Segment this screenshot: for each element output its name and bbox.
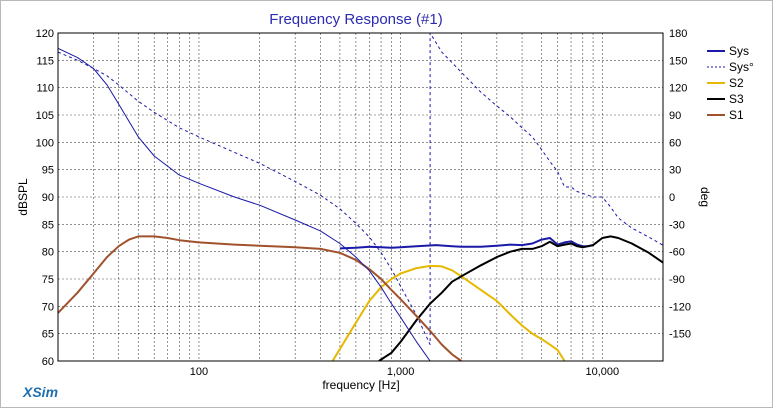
y-left-tick-label: 105: [36, 110, 54, 122]
y-right-tick-label: 30: [669, 165, 681, 177]
legend-label: S2: [729, 76, 744, 90]
axis-ticks: 60 65 70 75 80 85 90 95 100 105 110 115 120 -150 -120 -…: [36, 28, 691, 378]
y-right-tick-label: -120: [669, 301, 691, 313]
y-right-tick-label: -150: [669, 329, 691, 341]
series-line-sys: [339, 237, 594, 250]
y-right-tick-label: -60: [669, 247, 685, 259]
series-lines: [58, 33, 663, 361]
y-right-tick-label: 0: [669, 192, 675, 204]
x-tick-label: 10,000: [585, 366, 619, 378]
y-axis-label-left: dBSPL: [16, 178, 30, 216]
y-right-tick-label: -90: [669, 274, 685, 286]
y-left-tick-label: 70: [42, 301, 54, 313]
legend-label: S1: [729, 108, 744, 122]
chart-title: Frequency Response (#1): [269, 11, 442, 28]
x-tick-label: 1,000: [387, 366, 415, 378]
y-left-tick-label: 60: [42, 356, 54, 368]
y-left-tick-label: 100: [36, 137, 54, 149]
y-left-tick-label: 115: [36, 55, 54, 67]
series-line-s1: [58, 235, 462, 361]
legend-label: Sys: [729, 44, 749, 58]
y-right-tick-label: 60: [669, 137, 681, 149]
y-left-tick-label: 110: [36, 83, 54, 95]
y-right-tick-label: -30: [669, 219, 685, 231]
plot-frame: [57, 32, 664, 362]
y-left-tick-label: 120: [36, 28, 54, 40]
series-line-s3: [378, 235, 663, 361]
x-tick-label: 100: [190, 366, 208, 378]
legend-label: S3: [729, 92, 744, 106]
plot-area: [57, 32, 664, 362]
y-left-tick-label: 95: [42, 165, 54, 177]
y-right-tick-label: 90: [669, 110, 681, 122]
legend: Sys Sys° S2 S3 S1: [707, 44, 754, 122]
y-right-tick-label: 120: [669, 83, 687, 95]
y-right-tick-label: 180: [669, 28, 687, 40]
x-axis-label: frequency [Hz]: [322, 378, 399, 392]
grid-lines: [58, 33, 663, 361]
y-right-tick-label: 150: [669, 55, 687, 67]
series-line-unlabeled: [58, 47, 431, 361]
legend-label: Sys°: [729, 60, 754, 74]
series-line-sys-phase: [58, 33, 663, 346]
y-left-tick-label: 90: [42, 192, 54, 204]
y-left-tick-label: 65: [42, 329, 54, 341]
y-axis-label-right: deg: [698, 187, 712, 207]
xsim-logo: XSim: [22, 384, 58, 400]
series-line-s2: [331, 264, 566, 361]
y-left-tick-label: 85: [42, 219, 54, 231]
y-left-tick-label: 75: [42, 274, 54, 286]
y-left-tick-label: 80: [42, 247, 54, 259]
